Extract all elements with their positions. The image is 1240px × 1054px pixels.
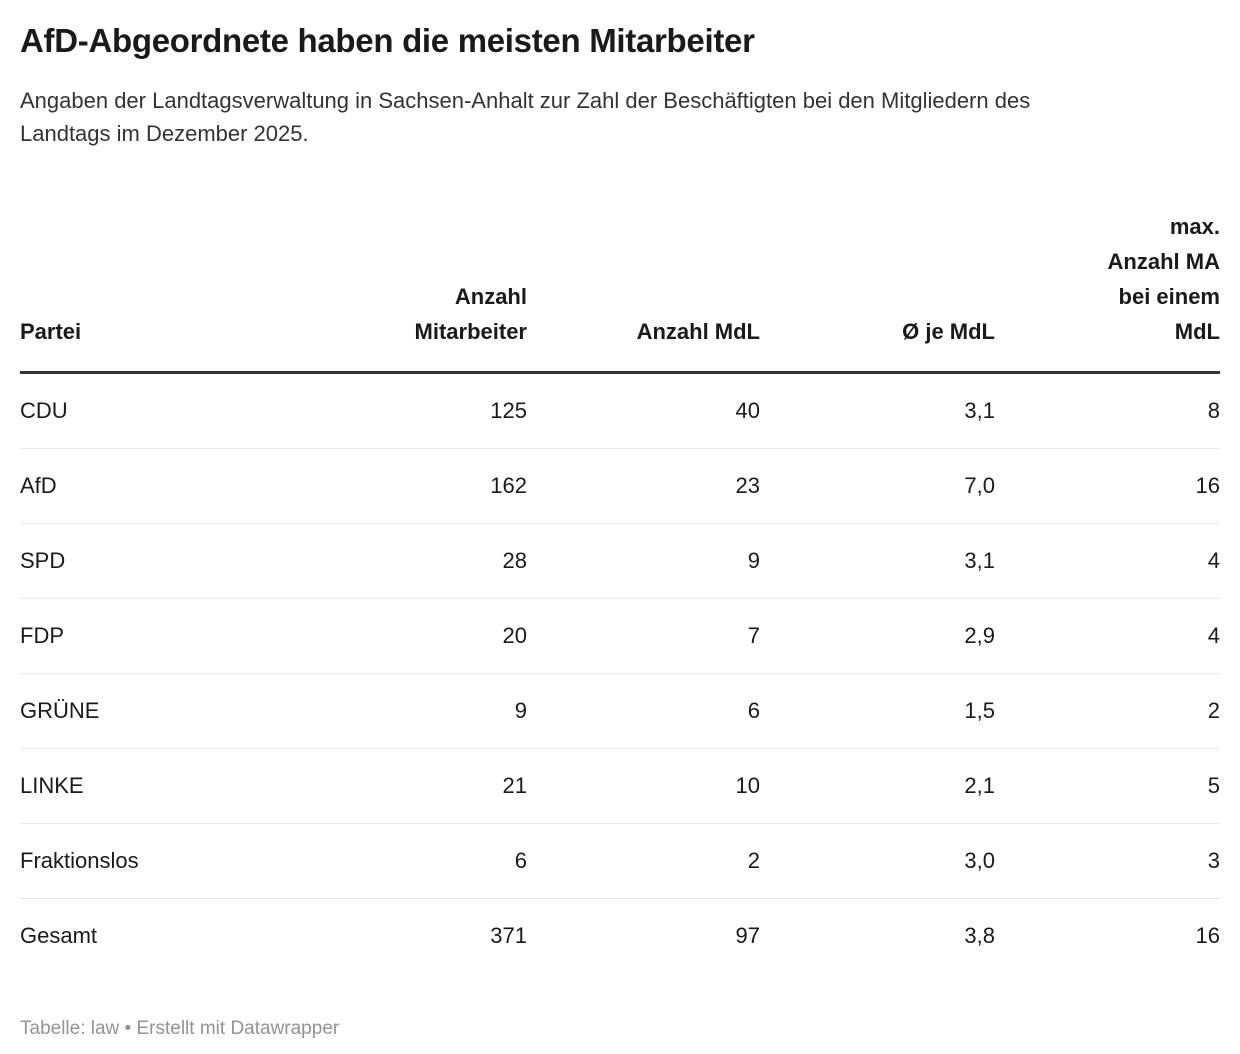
mitarbeiter-cell: 20 [290, 598, 527, 674]
mitarbeiter-cell: 125 [490, 398, 527, 423]
mitarbeiter-cell: 162 [290, 448, 527, 524]
mdl-cell: 6 [527, 673, 760, 749]
table-row-spd: SPD 28 9 3,1 4 [20, 523, 1220, 599]
data-table: Partei Anzahl Mitarbeiter Anzahl MdL Ø j… [20, 209, 1220, 973]
table-row-cdu: CDU 125 40 3,1 8 [20, 373, 1220, 449]
column-header-avg-je-mdl: Ø je MdL [760, 209, 995, 374]
attribution-footer: Tabelle: law • Erstellt mit Datawrapper [20, 1018, 340, 1039]
party-cell: Fraktionslos [20, 823, 290, 899]
mdl-cell: 9 [527, 523, 760, 599]
mitarbeiter-cell: 6 [290, 823, 527, 899]
avg-cell: 3,1 [760, 523, 995, 599]
table-header-row: Partei Anzahl Mitarbeiter Anzahl MdL Ø j… [20, 209, 1220, 374]
mdl-cell: 97 [527, 898, 760, 973]
avg-cell: 3,1 [964, 398, 995, 423]
table-row-gesamt: Gesamt 371 97 3,8 16 [20, 898, 1220, 973]
mitarbeiter-cell: 9 [290, 673, 527, 749]
max-cell: 2 [995, 673, 1220, 749]
mitarbeiter-cell: 371 [290, 898, 527, 973]
mitarbeiter-cell: 21 [290, 748, 527, 824]
party-cell: AfD [20, 448, 290, 524]
party-cell: LINKE [20, 748, 290, 824]
table-row-gruene: GRÜNE 9 6 1,5 2 [20, 673, 1220, 749]
mdl-cell: 7 [527, 598, 760, 674]
column-header-partei: Partei [20, 209, 290, 374]
column-header-anzahl-mdl: Anzahl MdL [527, 209, 760, 374]
avg-cell: 7,0 [760, 448, 995, 524]
party-cell: FDP [20, 598, 290, 674]
table-row-afd: AfD 162 23 7,0 16 [20, 448, 1220, 524]
party-cell: CDU [20, 398, 68, 423]
mdl-cell: 40 [735, 398, 760, 423]
party-cell: GRÜNE [20, 673, 290, 749]
max-cell: 16 [995, 898, 1220, 973]
column-header-max-ma: max. Anzahl MA bei einem MdL [995, 209, 1220, 374]
page-title: AfD-Abgeordnete haben die meisten Mitarb… [20, 22, 755, 59]
mdl-cell: 2 [527, 823, 760, 899]
mdl-cell: 10 [527, 748, 760, 824]
avg-cell: 2,9 [760, 598, 995, 674]
avg-cell: 1,5 [760, 673, 995, 749]
table-row-linke: LINKE 21 10 2,1 5 [20, 748, 1220, 824]
max-cell: 8 [1207, 398, 1220, 423]
avg-cell: 2,1 [760, 748, 995, 824]
mdl-cell: 23 [527, 448, 760, 524]
avg-cell: 3,0 [760, 823, 995, 899]
mitarbeiter-cell: 28 [290, 523, 527, 599]
page-subtitle: Angaben der Landtagsverwaltung in Sachse… [20, 88, 1031, 146]
party-cell: SPD [20, 523, 290, 599]
column-header-anzahl-mitarbeiter: Anzahl Mitarbeiter [290, 209, 527, 374]
party-cell: Gesamt [20, 898, 290, 973]
max-cell: 4 [995, 523, 1220, 599]
table-row-fraktionslos: Fraktionslos 6 2 3,0 3 [20, 823, 1220, 899]
table-row-fdp: FDP 20 7 2,9 4 [20, 598, 1220, 674]
max-cell: 3 [995, 823, 1220, 899]
max-cell: 16 [995, 448, 1220, 524]
max-cell: 5 [995, 748, 1220, 824]
max-cell: 4 [995, 598, 1220, 674]
avg-cell: 3,8 [760, 898, 995, 973]
